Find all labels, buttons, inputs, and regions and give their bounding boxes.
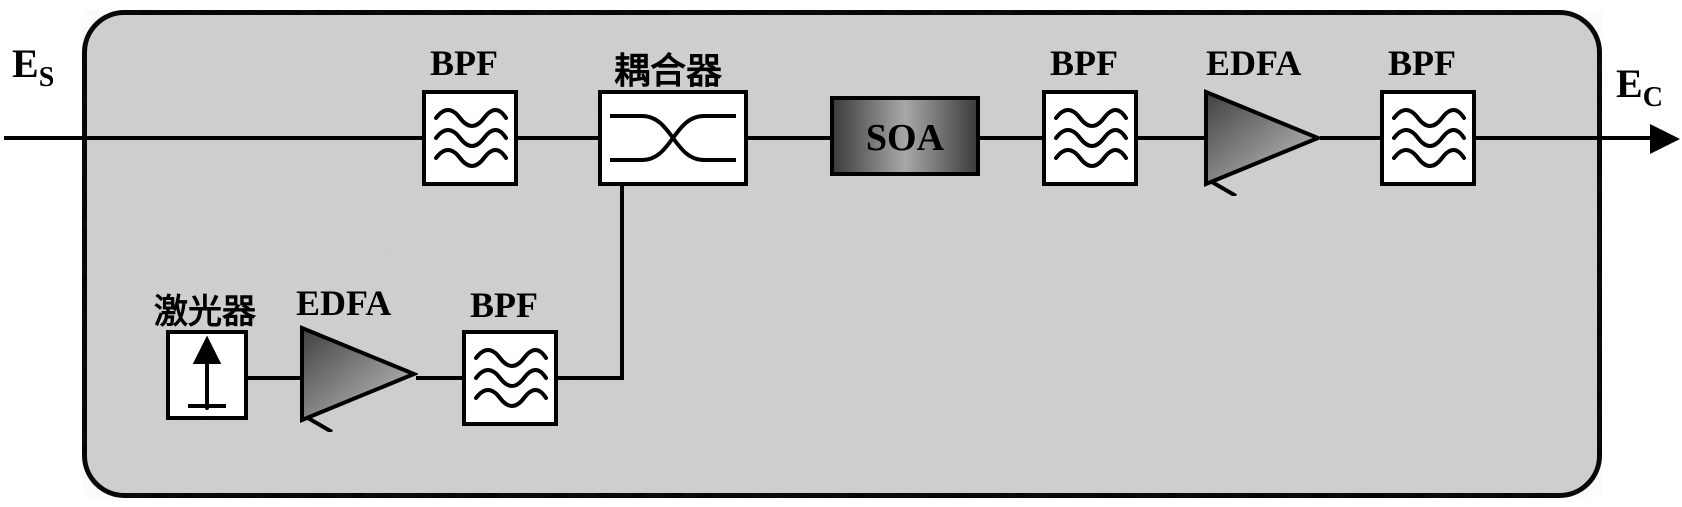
output-main: E	[1616, 61, 1643, 106]
output-sub: C	[1643, 82, 1663, 113]
edfa2-label: EDFA	[1206, 42, 1301, 84]
wire	[980, 136, 1042, 140]
bpf4-label: BPF	[470, 284, 538, 326]
output-arrow-icon	[1650, 122, 1682, 156]
bpf-icon	[466, 334, 554, 422]
laser-block	[166, 330, 248, 420]
coupler-block	[598, 90, 748, 186]
bpf-icon	[426, 94, 514, 182]
wire	[1476, 136, 1650, 140]
edfa2-block	[1202, 86, 1322, 196]
wire	[4, 136, 422, 140]
bpf-icon	[1046, 94, 1134, 182]
bpf3-block	[1380, 90, 1476, 186]
bpf2-label: BPF	[1050, 42, 1118, 84]
laser-label: 激光器	[154, 284, 256, 333]
wire	[518, 136, 598, 140]
soa-icon: SOA	[830, 96, 980, 176]
bpf2-block	[1042, 90, 1138, 186]
bpf1-label: BPF	[430, 42, 498, 84]
edfa-icon	[298, 322, 418, 432]
edfa1-block	[298, 322, 418, 432]
soa-block: SOA	[830, 96, 980, 176]
wire	[248, 376, 300, 380]
input-signal-label: ES	[12, 40, 54, 94]
bpf-icon	[1384, 94, 1472, 182]
wire	[1320, 136, 1380, 140]
bpf1-block	[422, 90, 518, 186]
bpf3-label: BPF	[1388, 42, 1456, 84]
diagram-canvas: ES EC BPF 耦合器	[0, 0, 1682, 507]
edfa-icon	[1202, 86, 1322, 196]
edfa1-label: EDFA	[296, 282, 391, 324]
laser-icon	[170, 334, 244, 416]
coupler-icon	[602, 94, 744, 182]
input-main: E	[12, 41, 39, 86]
coupler-label: 耦合器	[614, 42, 722, 94]
wire	[558, 376, 624, 380]
wire	[416, 376, 462, 380]
output-signal-label: EC	[1616, 60, 1663, 114]
wire	[620, 186, 624, 380]
soa-text: SOA	[866, 117, 945, 159]
input-sub: S	[39, 62, 55, 93]
wire	[748, 136, 830, 140]
wire	[1138, 136, 1204, 140]
bpf4-block	[462, 330, 558, 426]
